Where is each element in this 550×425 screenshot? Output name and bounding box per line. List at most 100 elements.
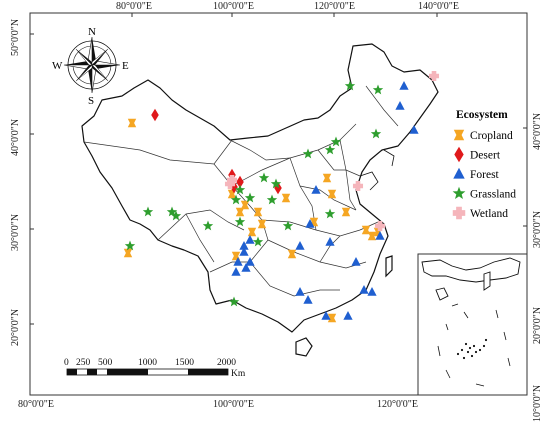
desert-marker xyxy=(236,175,244,189)
legend-title: Ecosystem xyxy=(456,109,508,121)
forest-marker xyxy=(399,80,409,90)
cropland-marker xyxy=(341,207,351,217)
forest-marker xyxy=(245,234,255,244)
legend-item-grassland: Grassland xyxy=(452,186,516,201)
forest-marker xyxy=(233,256,243,266)
left-lat-20: 20°0'0"N xyxy=(10,308,21,346)
wetland-marker xyxy=(374,220,386,232)
scale-tick-1000: 1000 xyxy=(138,358,157,368)
forest-marker xyxy=(245,256,255,266)
forest-marker xyxy=(241,262,251,272)
grassland-marker xyxy=(370,128,382,139)
scale-tick-500: 500 xyxy=(98,358,113,368)
grassland-marker xyxy=(330,136,342,147)
grassland-marker xyxy=(230,194,242,205)
forest-marker xyxy=(359,284,369,294)
cropland-marker xyxy=(367,231,377,241)
south-china-sea-inset xyxy=(417,253,528,396)
forest-marker xyxy=(351,256,361,266)
grassland-marker xyxy=(270,178,282,189)
cropland-icon xyxy=(453,129,465,141)
cropland-marker xyxy=(287,249,297,259)
forest-marker xyxy=(321,310,331,320)
left-lat-30: 30°0'0"N xyxy=(10,213,21,251)
cropland-marker xyxy=(123,248,133,258)
grassland-icon xyxy=(452,186,466,199)
forest-marker xyxy=(343,310,353,320)
cropland-marker xyxy=(281,193,291,203)
bottom-lon-100: 100°0'0"E xyxy=(213,399,254,410)
forest-icon xyxy=(453,167,465,179)
right-lat-30: 30°0'0"N xyxy=(532,210,543,248)
left-lat-40: 40°0'0"N xyxy=(10,118,21,156)
grassland-marker xyxy=(266,194,278,205)
desert-marker xyxy=(151,108,159,122)
grassland-marker xyxy=(244,192,256,203)
cropland-marker xyxy=(247,227,257,237)
grassland-marker xyxy=(228,296,240,307)
forest-marker xyxy=(231,266,241,276)
desert-icon xyxy=(454,146,464,163)
grassland-marker xyxy=(324,144,336,155)
grassland-marker xyxy=(142,206,154,217)
scale-tick-0: 0 xyxy=(64,358,69,368)
wetland-icon xyxy=(452,206,466,220)
cropland-marker xyxy=(240,200,250,210)
bottom-lon-120: 120°0'0"E xyxy=(377,399,418,410)
wetland-marker xyxy=(428,70,440,82)
legend: Ecosystem Cropland Desert Forest Grassland W… xyxy=(452,109,516,220)
cropland-marker xyxy=(235,207,245,217)
top-lon-100: 100°0'0"E xyxy=(213,1,254,12)
top-lon-120: 120°0'0"E xyxy=(314,1,355,12)
grassland-marker xyxy=(344,80,356,91)
grassland-marker xyxy=(258,172,270,183)
hainan-island xyxy=(295,337,313,357)
forest-marker xyxy=(305,218,315,228)
province-borders xyxy=(83,85,399,297)
forest-marker xyxy=(409,124,419,134)
desert-marker xyxy=(274,181,282,195)
compass-north: N xyxy=(88,26,96,38)
cropland-marker xyxy=(327,189,337,199)
legend-label-desert: Desert xyxy=(470,150,501,162)
cropland-marker xyxy=(327,313,337,323)
cropland-marker xyxy=(253,207,263,217)
compass-west: W xyxy=(52,60,63,72)
forest-marker xyxy=(367,286,377,296)
top-lon-140: 140°0'0"E xyxy=(418,1,459,12)
legend-label-grassland: Grassland xyxy=(470,189,516,201)
legend-label-forest: Forest xyxy=(470,169,500,181)
scale-tick-2000: 2000 xyxy=(217,358,236,368)
right-lat-10: 10°0'0"N xyxy=(532,384,543,422)
grassland-marker xyxy=(282,220,294,231)
grassland-marker xyxy=(202,220,214,231)
grassland-marker xyxy=(302,148,314,159)
grassland-marker xyxy=(324,208,336,219)
grassland-marker xyxy=(372,84,384,95)
forest-marker xyxy=(303,294,313,304)
grassland-marker xyxy=(170,210,182,221)
forest-marker xyxy=(295,240,305,250)
top-lon-80: 80°0'0"E xyxy=(116,1,152,12)
scale-tick-1500: 1500 xyxy=(175,358,194,368)
grassland-marker xyxy=(124,240,136,251)
forest-marker xyxy=(311,184,321,194)
wetland-marker xyxy=(224,178,236,190)
forest-marker xyxy=(295,286,305,296)
cropland-marker xyxy=(127,118,137,128)
china-outline xyxy=(81,43,439,333)
compass-east: E xyxy=(122,60,129,72)
legend-label-cropland: Cropland xyxy=(470,130,513,142)
forest-marker xyxy=(395,100,405,110)
wetland-marker xyxy=(352,180,364,192)
taiwan-island xyxy=(385,255,393,278)
site-markers xyxy=(123,70,440,323)
scale-bar: 0 250 500 1000 1500 2000 Km xyxy=(64,358,246,379)
forest-marker xyxy=(239,240,249,250)
legend-item-cropland: Cropland xyxy=(453,129,513,142)
bottom-lon-80: 80°0'0"E xyxy=(18,399,54,410)
coastline-detail xyxy=(359,149,395,191)
cropland-marker xyxy=(322,173,332,183)
legend-item-desert: Desert xyxy=(454,146,501,163)
